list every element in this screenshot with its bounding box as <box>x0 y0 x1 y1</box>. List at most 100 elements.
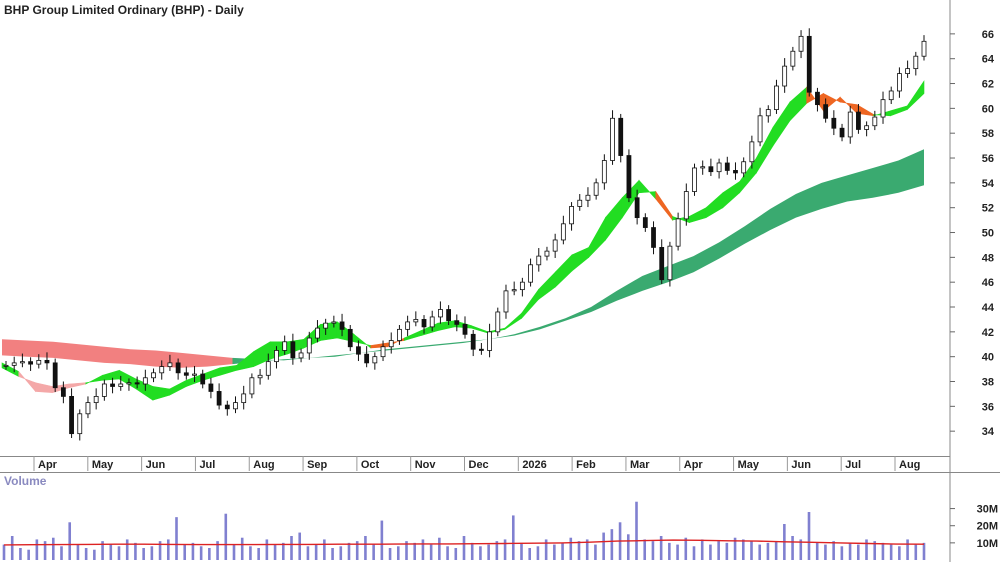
month-label: Aug <box>253 459 274 471</box>
volume-panel: 10M 20M 30M <box>2 501 998 560</box>
month-label: Jun <box>146 459 166 471</box>
volume-bar <box>479 546 482 560</box>
candle-down <box>478 348 484 351</box>
volume-bar <box>265 539 269 560</box>
candle-up <box>593 182 599 196</box>
price-tick-label: 34 <box>982 426 995 438</box>
price-tick-label: 50 <box>982 228 994 240</box>
price-tick-label: 56 <box>982 153 994 165</box>
short-term-band-bullish <box>152 386 170 401</box>
volume-bar <box>594 544 597 560</box>
candle-up <box>913 55 919 70</box>
volume-bar <box>832 541 835 560</box>
volume-bar <box>791 536 794 560</box>
volume-bar <box>125 539 129 560</box>
volume-bar <box>43 541 47 560</box>
candle-down <box>290 341 296 359</box>
volume-bar <box>355 541 359 560</box>
volume-bar <box>208 548 211 560</box>
volume-bar <box>733 537 737 560</box>
candle-up <box>757 115 763 143</box>
volume-bar <box>27 549 30 560</box>
volume-bar <box>84 548 88 560</box>
short-term-band-bearish <box>18 370 36 393</box>
candle-down <box>618 117 624 156</box>
candle-up <box>397 328 402 341</box>
volume-tick-label: 30M <box>977 504 998 516</box>
candle-down <box>421 319 427 328</box>
candle-up <box>142 377 148 385</box>
candle-up <box>151 372 156 379</box>
volume-bar <box>257 548 260 560</box>
candle-down <box>462 323 468 335</box>
volume-bar <box>520 542 523 560</box>
candle-up <box>77 413 83 435</box>
volume-bar <box>454 548 458 560</box>
volume-bar <box>438 537 441 560</box>
volume-bar <box>692 546 696 560</box>
candle-down <box>733 170 738 174</box>
volume-bar <box>323 539 326 560</box>
short-term-band-bullish <box>504 312 522 330</box>
volume-bar <box>865 539 868 560</box>
volume-bar <box>750 541 753 560</box>
volume-bar <box>76 544 80 560</box>
candle-up <box>274 350 279 363</box>
price-tick-label: 54 <box>982 178 995 190</box>
short-term-band-bullish <box>689 207 707 223</box>
candle-up <box>19 361 25 364</box>
candle-up <box>257 374 263 379</box>
month-label: Jul <box>845 459 861 471</box>
short-term-band-bullish <box>571 246 590 272</box>
volume-bar <box>388 548 392 560</box>
month-label: May <box>738 459 760 471</box>
volume-bar <box>676 544 679 560</box>
candle-up <box>897 73 902 92</box>
month-label: Oct <box>361 459 380 471</box>
volume-bar <box>511 515 515 560</box>
candle-up <box>749 141 755 163</box>
volume-bar <box>914 544 918 560</box>
candle-up <box>872 116 878 127</box>
candle-down <box>110 383 115 387</box>
volume-bar <box>553 544 556 560</box>
volume-bar <box>684 537 688 560</box>
candle-up <box>790 50 796 67</box>
price-axis: 34 36 38 40 42 44 46 48 50 52 54 56 58 60 62 64 66 <box>950 29 995 438</box>
candle-up <box>233 402 238 410</box>
candle-up <box>880 99 886 118</box>
volume-bar <box>495 541 499 560</box>
volume-bar <box>585 539 589 560</box>
candle-down <box>356 346 361 355</box>
volume-bar <box>10 536 14 560</box>
volume-bar <box>906 539 909 560</box>
volume-bar <box>668 542 671 560</box>
volume-bar <box>339 546 343 560</box>
volume-bar <box>881 542 885 560</box>
volume-bar <box>709 544 712 560</box>
volume-bar <box>807 512 811 560</box>
volume-bar <box>429 544 433 560</box>
candle-down <box>831 117 837 129</box>
candle-up <box>487 331 492 351</box>
candle-up <box>511 289 517 292</box>
volume-bar <box>372 544 375 560</box>
volume-bar <box>446 546 449 560</box>
chart-title: BHP Group Limited Ordinary (BHP) - Daily <box>4 3 244 17</box>
volume-bar <box>840 546 844 560</box>
candle-down <box>134 382 140 385</box>
candle-up <box>405 321 411 330</box>
volume-bar <box>569 537 573 560</box>
candle-up <box>864 125 870 130</box>
candle-up <box>429 316 435 328</box>
candle-down <box>856 111 861 130</box>
candle-up <box>782 65 788 87</box>
volume-bar <box>626 534 630 560</box>
volume-bar <box>503 539 507 560</box>
candle-up <box>298 352 304 359</box>
volume-bar <box>191 542 195 560</box>
month-label: May <box>92 459 114 471</box>
short-term-band-bullish <box>169 379 187 396</box>
